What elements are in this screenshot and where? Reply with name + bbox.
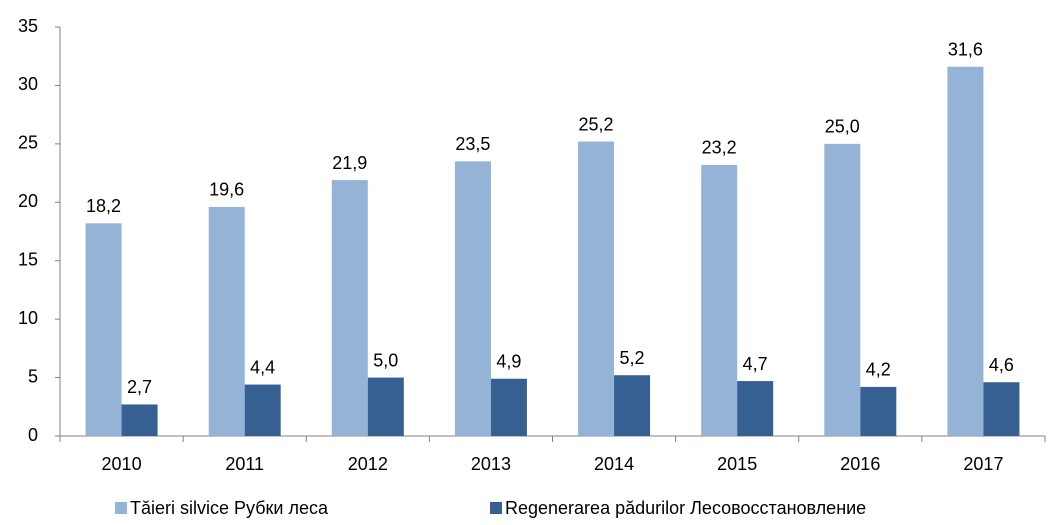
data-label: 2,7 <box>127 377 152 397</box>
bar <box>701 164 738 437</box>
bar <box>860 386 897 436</box>
bar <box>983 382 1020 436</box>
y-tick-label: 30 <box>18 74 38 94</box>
y-tick-label: 20 <box>18 191 38 211</box>
x-tick-label: 2010 <box>102 454 142 474</box>
y-tick-label: 25 <box>18 133 38 153</box>
data-label: 4,7 <box>743 354 768 374</box>
data-label: 4,9 <box>496 351 521 371</box>
bar <box>454 161 491 436</box>
y-tick-label: 0 <box>28 425 38 445</box>
bar <box>331 180 368 436</box>
data-label: 18,2 <box>86 196 121 216</box>
x-tick-label: 2013 <box>471 454 511 474</box>
y-tick-label: 10 <box>18 308 38 328</box>
bar <box>578 141 615 436</box>
legend-swatch <box>115 502 127 514</box>
data-label: 4,4 <box>250 357 275 377</box>
bar <box>614 375 651 436</box>
data-label: 5,0 <box>373 350 398 370</box>
bar <box>244 384 281 436</box>
bar <box>85 223 122 436</box>
bar <box>824 143 861 436</box>
x-tick-label: 2015 <box>717 454 757 474</box>
x-tick-label: 2016 <box>840 454 880 474</box>
y-tick-label: 5 <box>28 366 38 386</box>
x-tick-label: 2017 <box>963 454 1003 474</box>
x-tick-label: 2011 <box>225 454 264 474</box>
data-label: 19,6 <box>209 180 244 200</box>
bar <box>367 377 404 436</box>
x-tick-label: 2012 <box>348 454 388 474</box>
legend-label: Regenerarea pădurilor Лесовосстановление <box>505 498 866 518</box>
bar <box>737 381 774 436</box>
bar <box>121 404 158 436</box>
data-label: 4,2 <box>866 360 891 380</box>
data-label: 23,2 <box>702 138 737 158</box>
y-tick-label: 15 <box>18 249 38 269</box>
data-label: 25,2 <box>579 114 614 134</box>
data-label: 21,9 <box>332 153 367 173</box>
data-label: 25,0 <box>825 117 860 137</box>
data-label: 23,5 <box>455 134 490 154</box>
x-tick-label: 2014 <box>594 454 634 474</box>
data-label: 5,2 <box>620 348 645 368</box>
bar <box>208 206 245 436</box>
bar <box>947 66 984 436</box>
y-tick-label: 35 <box>18 16 38 36</box>
bar <box>490 378 527 436</box>
legend-label: Tăieri silvice Рубки леса <box>130 498 329 518</box>
data-label: 4,6 <box>989 355 1014 375</box>
legend-swatch <box>490 502 502 514</box>
data-label: 31,6 <box>948 39 983 59</box>
